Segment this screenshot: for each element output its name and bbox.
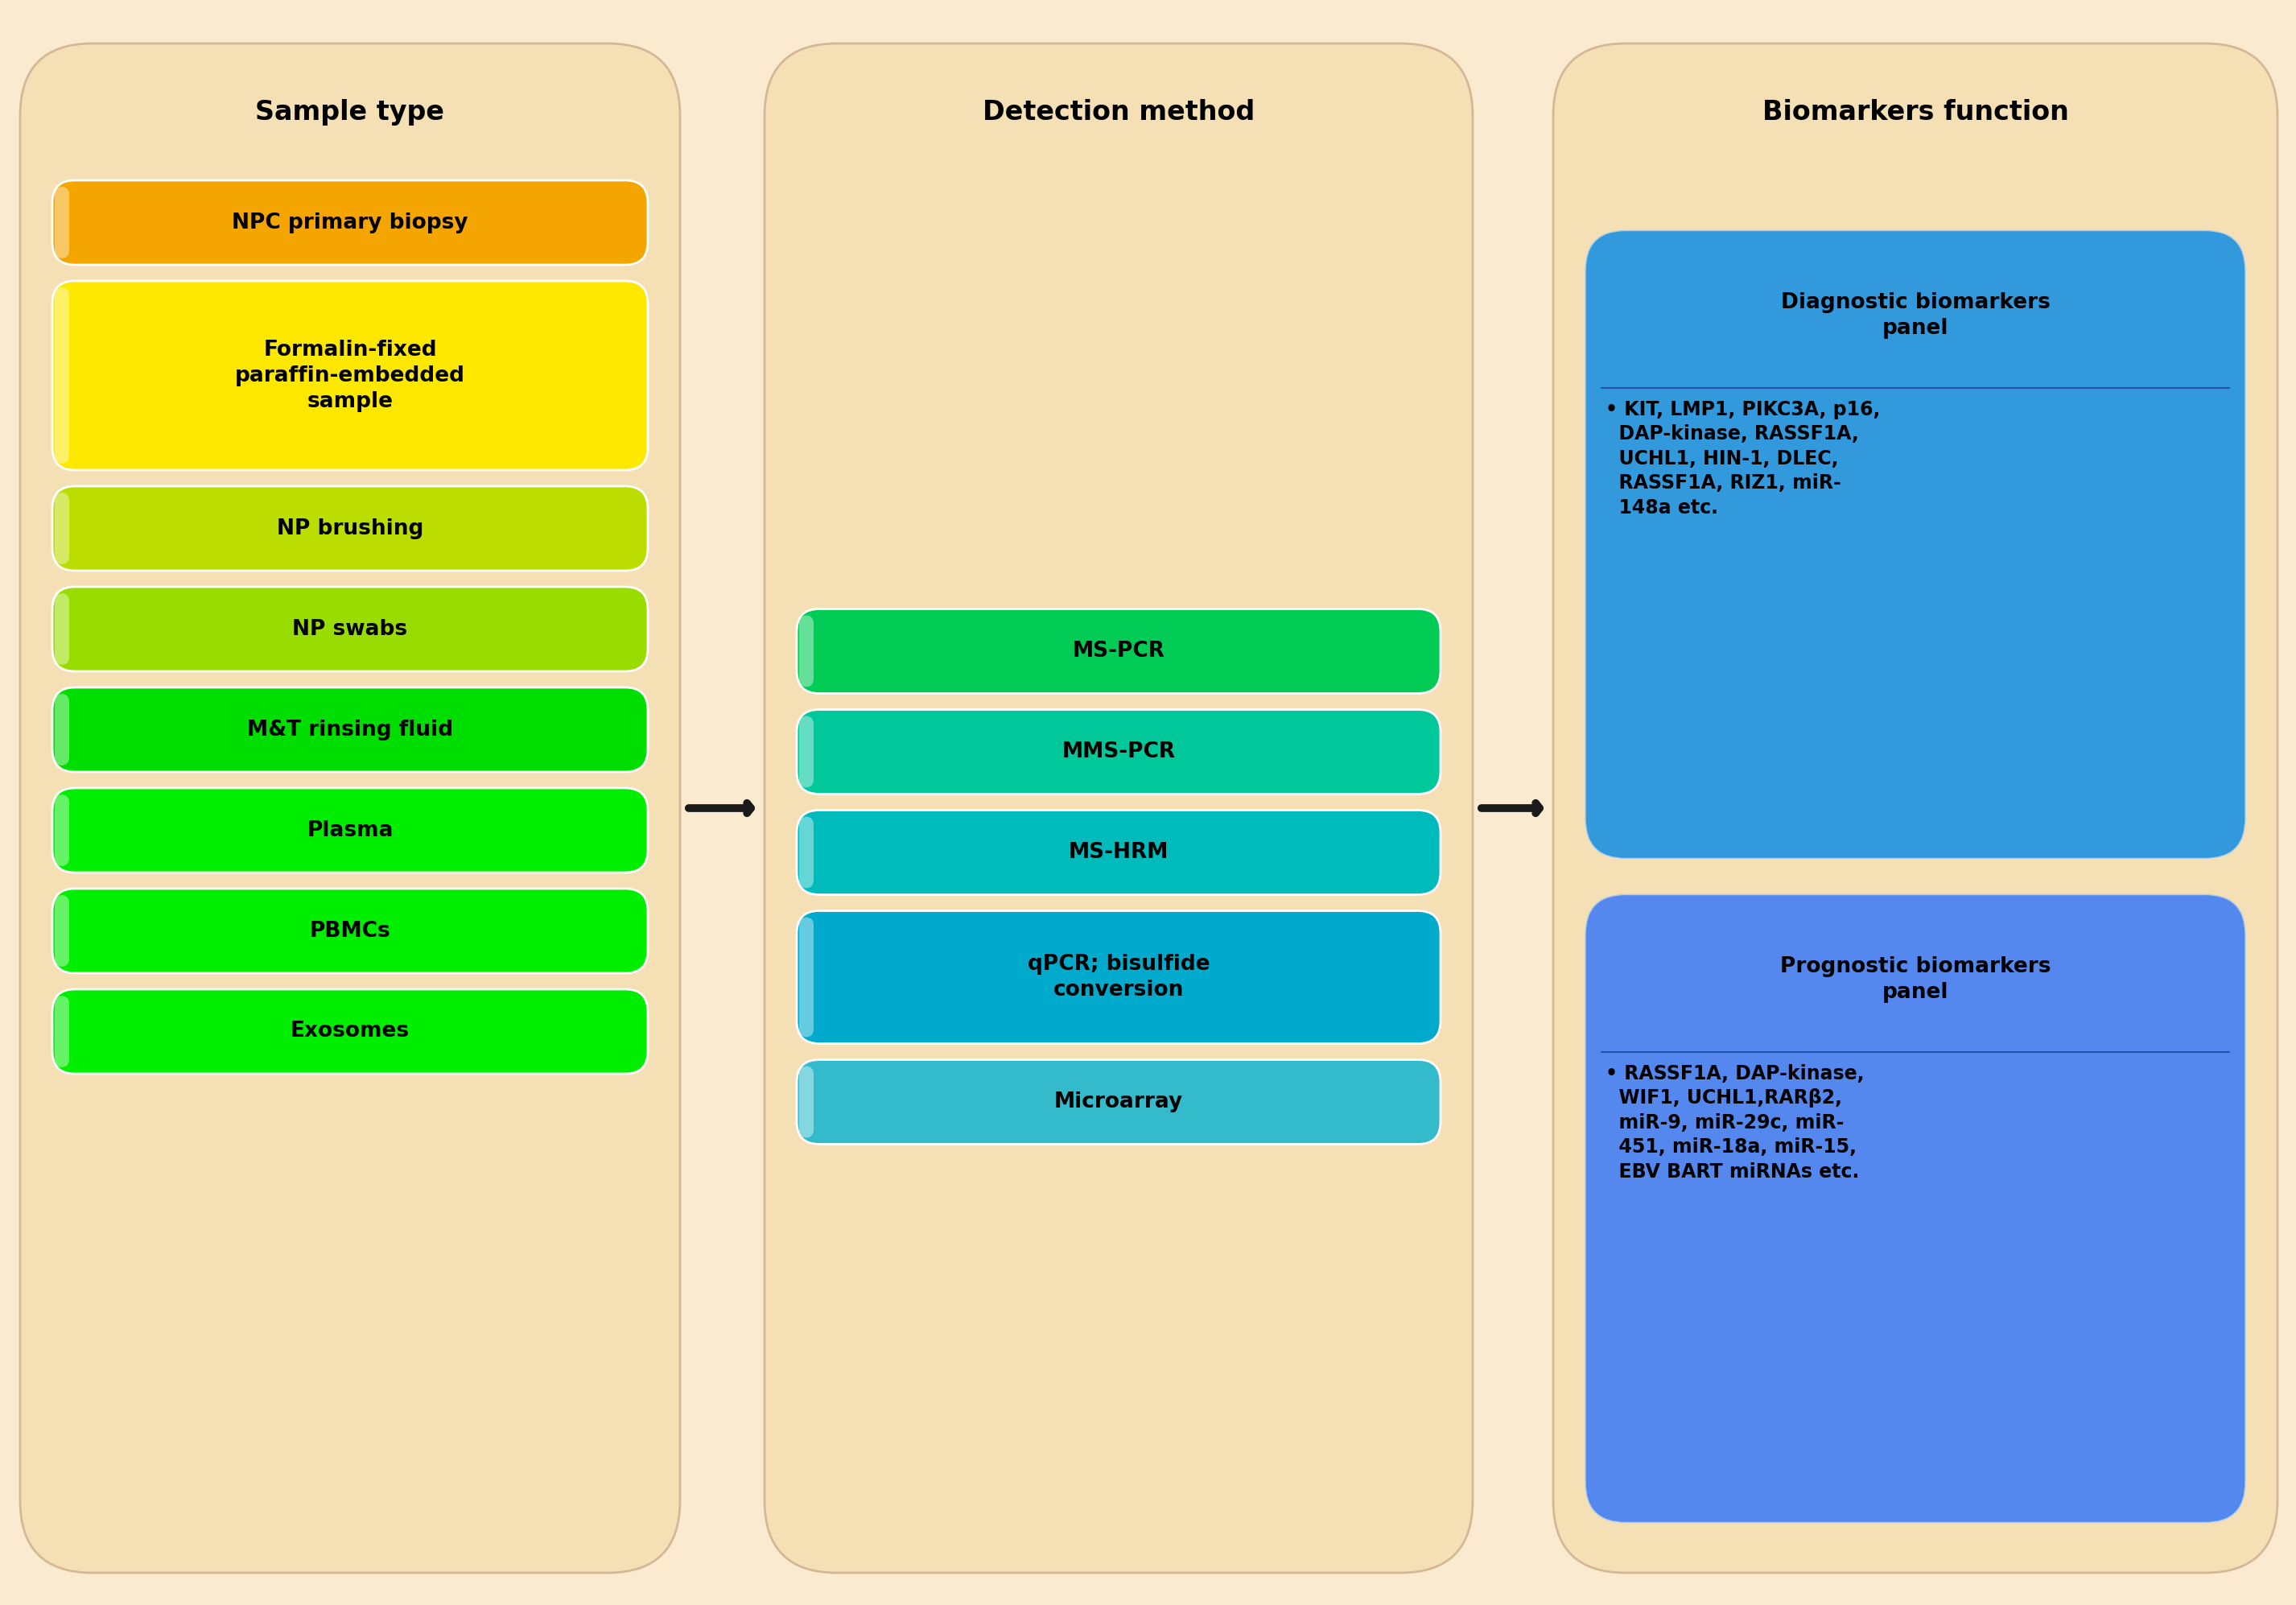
FancyBboxPatch shape: [21, 43, 680, 1573]
Text: Diagnostic biomarkers
panel: Diagnostic biomarkers panel: [1782, 292, 2050, 339]
Text: NPC primary biopsy: NPC primary biopsy: [232, 212, 468, 233]
Text: NP brushing: NP brushing: [278, 518, 422, 539]
FancyBboxPatch shape: [53, 788, 647, 873]
Text: Biomarkers function: Biomarkers function: [1761, 98, 2069, 125]
FancyBboxPatch shape: [55, 287, 69, 464]
FancyBboxPatch shape: [53, 587, 647, 671]
Text: Plasma: Plasma: [308, 820, 393, 841]
Text: Detection method: Detection method: [983, 98, 1254, 125]
FancyBboxPatch shape: [55, 896, 69, 966]
FancyBboxPatch shape: [799, 615, 813, 687]
Text: MS-PCR: MS-PCR: [1072, 640, 1164, 661]
Text: Formalin-fixed
paraffin-embedded
sample: Formalin-fixed paraffin-embedded sample: [234, 339, 466, 412]
Text: Sample type: Sample type: [255, 98, 445, 125]
FancyBboxPatch shape: [797, 608, 1440, 693]
Text: Microarray: Microarray: [1054, 1091, 1182, 1112]
FancyBboxPatch shape: [53, 889, 647, 973]
Text: M&T rinsing fluid: M&T rinsing fluid: [248, 719, 452, 740]
FancyBboxPatch shape: [797, 910, 1440, 1043]
FancyBboxPatch shape: [799, 1066, 813, 1138]
Text: NP swabs: NP swabs: [292, 618, 409, 639]
Text: MMS-PCR: MMS-PCR: [1061, 742, 1176, 762]
FancyBboxPatch shape: [797, 1059, 1440, 1144]
FancyBboxPatch shape: [1587, 231, 2245, 859]
FancyBboxPatch shape: [797, 811, 1440, 894]
Text: Prognostic biomarkers
panel: Prognostic biomarkers panel: [1779, 957, 2050, 1003]
FancyBboxPatch shape: [799, 716, 813, 788]
FancyBboxPatch shape: [53, 687, 647, 772]
FancyBboxPatch shape: [53, 989, 647, 1074]
Text: • KIT, LMP1, PIKC3A, p16,
  DAP-kinase, RASSF1A,
  UCHL1, HIN-1, DLEC,
  RASSF1A: • KIT, LMP1, PIKC3A, p16, DAP-kinase, RA…: [1605, 400, 1880, 518]
FancyBboxPatch shape: [55, 493, 69, 565]
FancyBboxPatch shape: [55, 995, 69, 1067]
Text: qPCR; bisulfide
conversion: qPCR; bisulfide conversion: [1026, 953, 1210, 1000]
FancyBboxPatch shape: [55, 186, 69, 258]
FancyBboxPatch shape: [53, 180, 647, 265]
FancyBboxPatch shape: [53, 281, 647, 470]
Text: MS-HRM: MS-HRM: [1068, 843, 1169, 863]
FancyBboxPatch shape: [765, 43, 1472, 1573]
FancyBboxPatch shape: [1552, 43, 2278, 1573]
FancyBboxPatch shape: [55, 794, 69, 867]
FancyBboxPatch shape: [55, 693, 69, 766]
Text: PBMCs: PBMCs: [310, 920, 390, 942]
FancyBboxPatch shape: [799, 817, 813, 888]
FancyBboxPatch shape: [799, 916, 813, 1037]
Text: Exosomes: Exosomes: [292, 1021, 409, 1042]
FancyBboxPatch shape: [1587, 894, 2245, 1523]
Text: • RASSF1A, DAP-kinase,
  WIF1, UCHL1,RARβ2,
  miR-9, miR-29c, miR-
  451, miR-18: • RASSF1A, DAP-kinase, WIF1, UCHL1,RARβ2…: [1605, 1064, 1864, 1181]
FancyBboxPatch shape: [797, 709, 1440, 794]
FancyBboxPatch shape: [53, 486, 647, 571]
FancyBboxPatch shape: [55, 594, 69, 664]
